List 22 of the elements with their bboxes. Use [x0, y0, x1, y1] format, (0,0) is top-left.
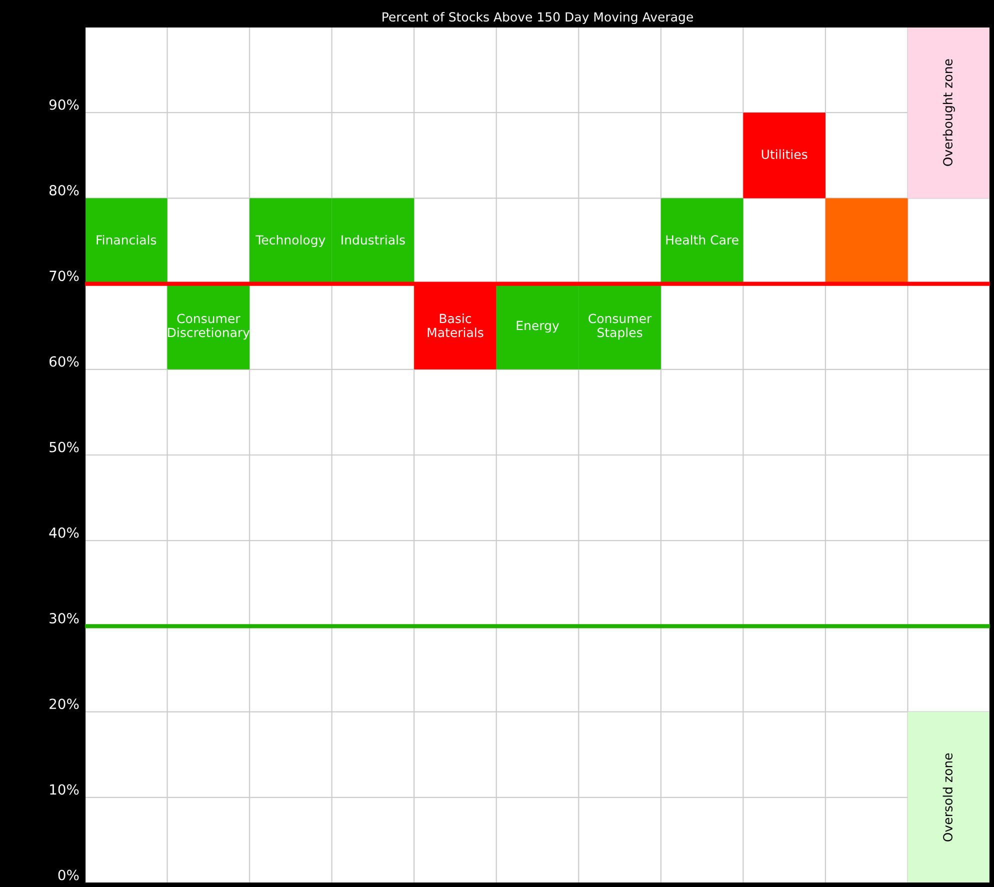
x-tick-label: Consumer Discretionary — [168, 314, 250, 340]
annotation: Overbought zone — [942, 59, 955, 166]
x-tick-label: Industrials — [342, 234, 405, 245]
y-tick-label: 0% — [58, 870, 79, 880]
y-tick-label: 90% — [49, 99, 79, 110]
y-tick-label: 50% — [50, 442, 79, 452]
x-tick-label: Utilities — [762, 149, 808, 160]
y-tick-label: 10% — [50, 784, 79, 795]
x-tick-label: Health Care — [666, 234, 738, 245]
y-tick-label: 70% — [50, 270, 79, 282]
y-tick-label: 80% — [50, 185, 79, 196]
y-tick-label: 20% — [50, 698, 79, 710]
y-tick-label: 30% — [50, 613, 79, 624]
y-tick-label: 40% — [49, 527, 79, 538]
annotation: Oversold zone — [942, 753, 952, 842]
x-tick-label: Financials — [96, 234, 156, 245]
x-tick-label: Basic Materials — [428, 314, 484, 338]
x-tick-label: Consumer Staples — [588, 314, 652, 340]
x-tick-label: Energy — [516, 320, 560, 333]
x-tick-label: Technology — [256, 234, 326, 248]
chart-title: Percent of Stocks Above 150 Day Moving Average — [382, 12, 693, 24]
y-tick-label: 60% — [50, 356, 79, 367]
